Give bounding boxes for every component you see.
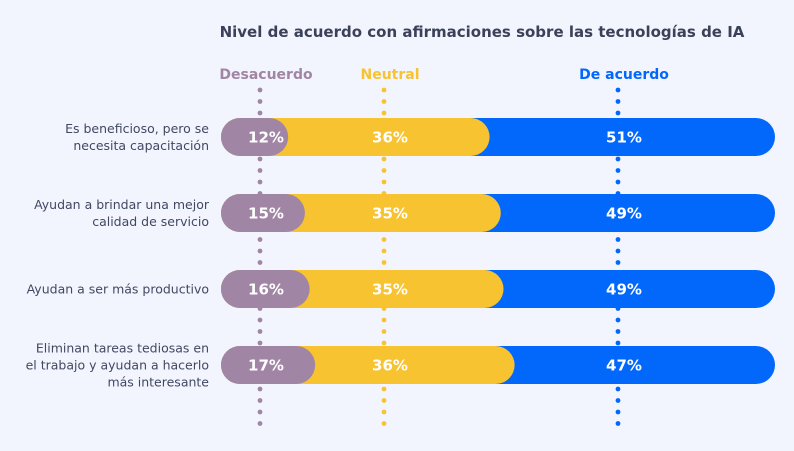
- bar-row: 17% 36% 47%: [221, 346, 775, 384]
- guide-dot-neutral: [381, 179, 387, 185]
- guide-dot-neutral: [381, 398, 387, 403]
- guide-dot-desacuerdo: [257, 87, 263, 93]
- value-label-neutral: 35%: [372, 281, 408, 299]
- value-label-de-acuerdo: 49%: [606, 205, 642, 223]
- guide-dot-de-acuerdo: [615, 156, 621, 162]
- category-label-line: Ayudan a brindar una mejor: [34, 197, 210, 212]
- guide-dot-neutral: [381, 421, 387, 426]
- guide-dot-desacuerdo: [257, 168, 263, 173]
- guide-dot-de-acuerdo: [615, 168, 621, 173]
- bar-segment-desacuerdo: [221, 270, 310, 308]
- guide-dot-desacuerdo: [257, 237, 263, 242]
- guide-dot-de-acuerdo: [615, 317, 621, 323]
- guide-dot-desacuerdo: [257, 409, 263, 415]
- bar-segment-desacuerdo: [221, 346, 316, 384]
- category-label-line: Ayudan a ser más productivo: [27, 282, 209, 297]
- category-label: Ayudan a ser más productivo: [27, 282, 209, 297]
- value-label-de-acuerdo: 49%: [606, 281, 642, 299]
- guide-dot-de-acuerdo: [615, 87, 621, 93]
- guide-dot-neutral: [381, 409, 387, 415]
- guide-dot-desacuerdo: [257, 248, 263, 254]
- legend-label-neutral: Neutral: [360, 67, 419, 83]
- guide-dot-de-acuerdo: [615, 409, 621, 415]
- chart-title: Nivel de acuerdo con afirmaciones sobre …: [220, 23, 745, 41]
- guide-dot-neutral: [381, 110, 387, 116]
- guide-dot-desacuerdo: [257, 317, 263, 323]
- guide-dot-neutral: [381, 237, 387, 242]
- guide-dot-de-acuerdo: [615, 99, 621, 104]
- guide-dot-de-acuerdo: [615, 398, 621, 403]
- guide-dot-neutral: [381, 99, 387, 104]
- guide-dot-de-acuerdo: [615, 248, 621, 254]
- legend-label-desacuerdo: Desacuerdo: [219, 67, 313, 83]
- category-label-line: calidad de servicio: [92, 214, 209, 229]
- guide-dot-desacuerdo: [257, 179, 263, 185]
- guide-dot-desacuerdo: [257, 386, 263, 392]
- guide-dot-de-acuerdo: [615, 421, 621, 426]
- guide-dot-neutral: [381, 87, 387, 93]
- legend-label-de-acuerdo: De acuerdo: [579, 67, 669, 83]
- guide-dot-neutral: [381, 168, 387, 173]
- guide-dot-neutral: [381, 386, 387, 392]
- guide-dot-neutral: [381, 248, 387, 254]
- guide-dot-desacuerdo: [257, 340, 263, 346]
- category-label: Ayudan a brindar una mejor calidad de ser…: [34, 197, 210, 229]
- value-label-neutral: 35%: [372, 205, 408, 223]
- bar-segment-desacuerdo: [221, 118, 289, 156]
- bar-segment-neutral: [221, 118, 490, 156]
- guide-dot-desacuerdo: [257, 110, 263, 116]
- guide-dot-de-acuerdo: [615, 179, 621, 185]
- category-label: Es beneficioso, pero se necesita capacita…: [65, 121, 209, 153]
- guide-dot-desacuerdo: [257, 421, 263, 426]
- guide-dot-desacuerdo: [257, 398, 263, 403]
- bar-row: 12% 36% 51%: [221, 118, 775, 156]
- value-label-de-acuerdo: 51%: [606, 129, 642, 147]
- category-label-line: Es beneficioso, pero se: [65, 121, 209, 136]
- value-label-desacuerdo: 15%: [248, 205, 284, 223]
- value-label-neutral: 36%: [372, 357, 408, 375]
- guide-dot-desacuerdo: [257, 156, 263, 162]
- guide-dot-neutral: [381, 156, 387, 162]
- guide-dot-neutral: [381, 260, 387, 265]
- guide-dot-de-acuerdo: [615, 110, 621, 116]
- guide-dot-de-acuerdo: [615, 260, 621, 265]
- bar-segment-desacuerdo: [221, 194, 305, 232]
- bar-row: 16% 35% 49%: [221, 270, 775, 308]
- guide-dot-de-acuerdo: [615, 386, 621, 392]
- category-label: Eliminan tareas tediosas en el trabajo y …: [26, 341, 210, 390]
- value-label-desacuerdo: 16%: [248, 281, 284, 299]
- guide-dot-desacuerdo: [257, 329, 263, 334]
- category-label-line: el trabajo y ayudan a hacerlo: [26, 358, 209, 373]
- guide-dot-de-acuerdo: [615, 329, 621, 334]
- category-label-line: Eliminan tareas tediosas en: [36, 341, 209, 356]
- guide-dot-desacuerdo: [257, 260, 263, 265]
- category-label-line: necesita capacitación: [73, 138, 209, 153]
- guide-dot-neutral: [381, 329, 387, 334]
- guide-dot-de-acuerdo: [615, 340, 621, 346]
- bar-row: 15% 35% 49%: [221, 194, 775, 232]
- value-label-desacuerdo: 17%: [248, 357, 284, 375]
- value-label-de-acuerdo: 47%: [606, 357, 642, 375]
- category-label-line: más interesante: [107, 375, 209, 390]
- guide-dot-desacuerdo: [257, 99, 263, 104]
- guide-dot-neutral: [381, 317, 387, 323]
- guide-dot-de-acuerdo: [615, 237, 621, 242]
- guide-dot-neutral: [381, 340, 387, 346]
- value-label-desacuerdo: 12%: [248, 129, 284, 147]
- value-label-neutral: 36%: [372, 129, 408, 147]
